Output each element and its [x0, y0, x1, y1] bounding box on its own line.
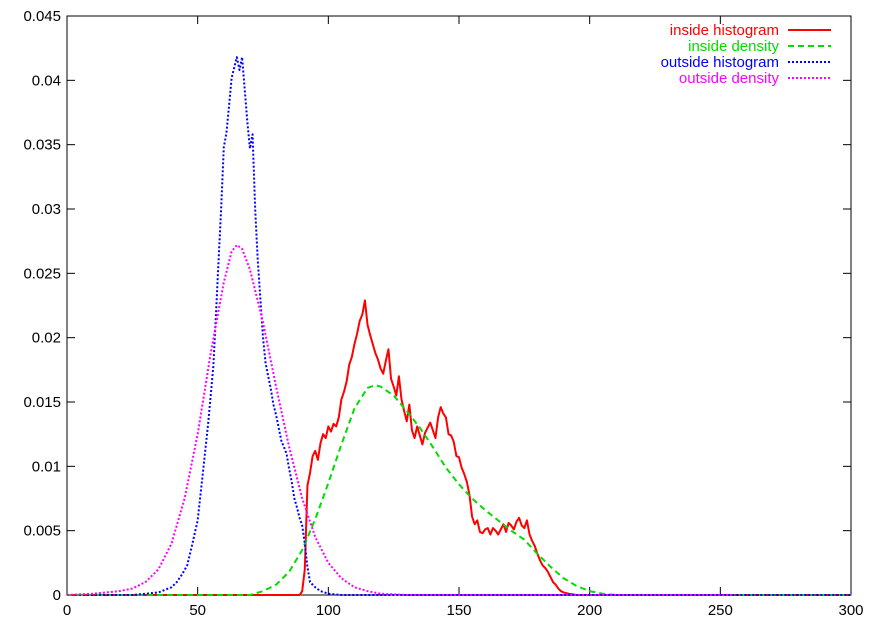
- y-tick-label: 0.025: [23, 265, 61, 282]
- legend-label-inside-density: inside density: [688, 38, 779, 55]
- x-tick-label: 100: [316, 602, 341, 619]
- axis-ticks: 0 50 100 150 200 250 300 0 0.005 0.01 0.015 0.02 0.0…: [23, 8, 863, 619]
- series-line-inside-histogram: [67, 299, 851, 596]
- x-tick-label: 150: [446, 602, 471, 619]
- y-tick-label: 0.005: [23, 523, 61, 540]
- x-tick-label: 300: [838, 602, 863, 619]
- legend-label-outside-histogram: outside histogram: [661, 54, 779, 71]
- y-tick-label: 0.045: [23, 8, 61, 25]
- y-tick-label: 0.02: [32, 330, 61, 347]
- legend-label-outside-density: outside density: [679, 70, 780, 87]
- plot-border: [66, 15, 852, 596]
- y-tick-label: 0.03: [32, 201, 61, 218]
- x-tick-label: 200: [577, 602, 602, 619]
- y-tick-label: 0.04: [32, 72, 61, 89]
- series-lines: [66, 56, 851, 596]
- series-line-outside-histogram: [67, 56, 851, 596]
- y-tick-label: 0.015: [23, 394, 61, 411]
- x-tick-label: 50: [189, 602, 206, 619]
- x-tick-label: 250: [708, 602, 733, 619]
- x-tick-label: 0: [63, 602, 71, 619]
- y-tick-label: 0: [53, 587, 61, 604]
- legend-label-inside-histogram: inside histogram: [670, 22, 779, 39]
- plot-frame: [66, 15, 852, 596]
- series-line-inside-density: [67, 384, 851, 596]
- y-tick-label: 0.01: [32, 458, 61, 475]
- series-line-outside-density: [66, 244, 734, 596]
- y-tick-label: 0.035: [23, 137, 61, 154]
